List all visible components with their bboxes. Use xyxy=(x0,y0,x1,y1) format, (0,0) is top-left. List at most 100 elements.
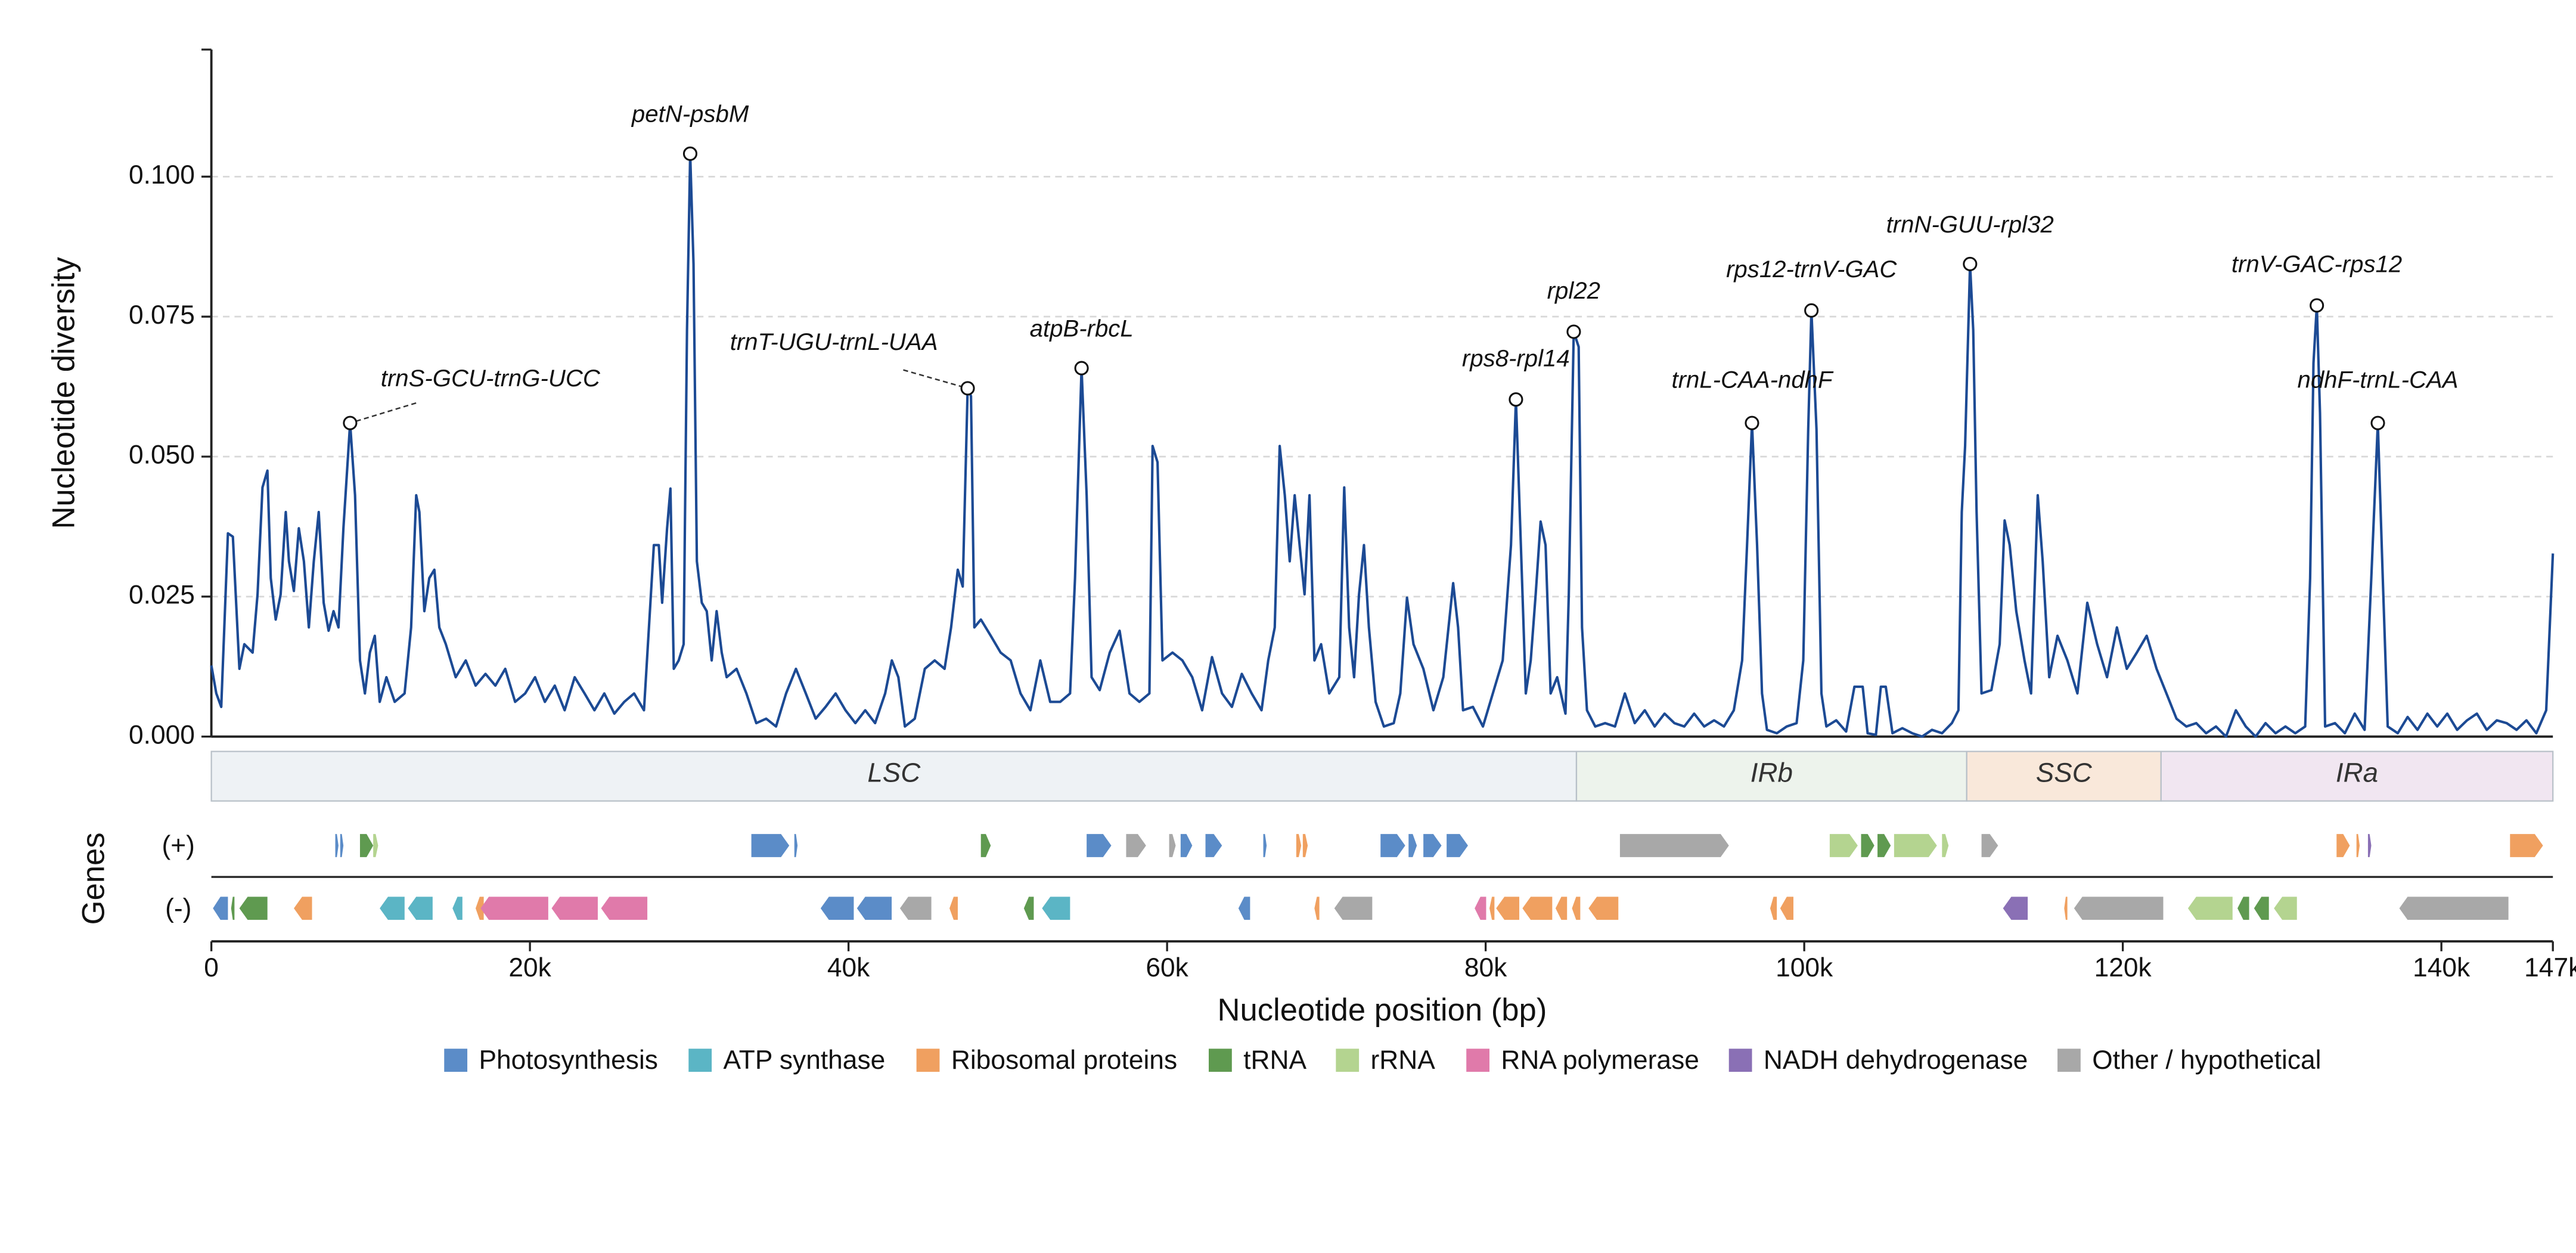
gene xyxy=(1408,834,1417,857)
peak-marker xyxy=(1509,392,1523,407)
gene xyxy=(2254,897,2269,920)
peak-marker xyxy=(1963,256,1978,271)
region xyxy=(2160,750,2554,802)
gene xyxy=(1302,834,1308,857)
peak-marker xyxy=(2370,415,2385,430)
legend-label: Ribosomal proteins xyxy=(951,1046,1177,1075)
gene xyxy=(1334,897,1373,920)
region xyxy=(210,750,1578,802)
annotation-leader xyxy=(350,402,417,424)
region-label: IRb xyxy=(1751,757,1793,787)
gene xyxy=(1314,897,1320,920)
annotation: trnL-CAA-ndhF xyxy=(1671,367,1834,393)
annotation: trnT-UGU-trnL-UAA xyxy=(730,328,938,355)
x-tick-label: 60k xyxy=(1146,953,1188,982)
gene xyxy=(820,897,854,920)
legend-swatch xyxy=(444,1049,468,1072)
peak-marker xyxy=(1074,361,1089,376)
gene xyxy=(1238,897,1250,920)
gene xyxy=(1205,834,1222,857)
gene xyxy=(452,897,463,920)
legend-label: RNA polymerase xyxy=(1501,1046,1699,1075)
y-tick-label: 0.000 xyxy=(129,720,195,749)
legend-label: tRNA xyxy=(1243,1046,1306,1075)
annotation: rps12-trnV-GAC xyxy=(1726,256,1897,283)
legend-label: Other / hypothetical xyxy=(2092,1046,2321,1075)
gene xyxy=(1572,897,1581,920)
gene xyxy=(1423,834,1442,857)
gene xyxy=(213,897,228,920)
region xyxy=(1575,750,1967,802)
gene xyxy=(1894,834,1937,857)
annotation: rpl22 xyxy=(1547,277,1600,304)
annotation: rps8-rpl14 xyxy=(1462,345,1570,372)
legend-label: ATP synthase xyxy=(723,1046,885,1075)
gene xyxy=(949,897,958,920)
legend-swatch xyxy=(688,1049,712,1072)
annotation-leader xyxy=(903,369,968,389)
legend-swatch xyxy=(1336,1049,1360,1072)
track-label: (-) xyxy=(165,894,191,923)
gene xyxy=(751,834,790,857)
gene xyxy=(1380,834,1405,857)
gene xyxy=(2074,897,2164,920)
gene xyxy=(1023,897,1034,920)
gene xyxy=(1496,897,1520,920)
legend-label: rRNA xyxy=(1371,1046,1436,1075)
peak-marker xyxy=(1745,415,1759,430)
peak-marker xyxy=(2310,298,2324,313)
x-tick-label: 120k xyxy=(2094,953,2152,982)
x-tick-label: 140k xyxy=(2413,953,2471,982)
x-tick-label: 0 xyxy=(204,953,219,982)
legend-label: NADH dehydrogenase xyxy=(1764,1046,2028,1075)
region xyxy=(1966,750,2162,802)
gene xyxy=(1981,834,1998,857)
annotation: trnS-GCU-trnG-UCC xyxy=(381,365,601,392)
gene xyxy=(294,897,312,920)
annotation: trnV-GAC-rps12 xyxy=(2232,251,2402,278)
gene xyxy=(1489,897,1495,920)
peak-marker xyxy=(682,146,698,161)
gene xyxy=(2003,897,2028,920)
x-tick-label: 100k xyxy=(1776,953,1833,982)
legend-swatch xyxy=(916,1049,940,1072)
y-tick-label: 0.025 xyxy=(129,581,195,610)
gene xyxy=(1042,897,1070,920)
gene xyxy=(480,897,548,920)
peak-marker xyxy=(1804,303,1819,318)
gene xyxy=(1296,834,1302,857)
annotation: petN-psbM xyxy=(631,101,749,128)
gene xyxy=(899,897,932,920)
gene xyxy=(1780,897,1793,920)
gene xyxy=(1126,834,1146,857)
diversity-line xyxy=(210,152,2555,738)
gene xyxy=(1475,897,1486,920)
region-label: LSC xyxy=(867,757,921,787)
peak-marker xyxy=(1566,324,1581,339)
region-label: SSC xyxy=(2036,757,2093,787)
gene xyxy=(239,897,268,920)
gene xyxy=(475,897,484,920)
y-axis-title: Nucleotide diversity xyxy=(46,257,82,529)
gene xyxy=(2187,897,2233,920)
gene xyxy=(1619,834,1729,857)
y-tick-label: 0.100 xyxy=(129,160,195,190)
gene xyxy=(856,897,892,920)
gene xyxy=(2367,834,2372,857)
gene xyxy=(1522,897,1553,920)
gene xyxy=(408,897,433,920)
y-tick-label: 0.075 xyxy=(129,300,195,330)
x-axis-title: Nucleotide position (bp) xyxy=(1217,993,1547,1028)
legend-label: Photosynthesis xyxy=(479,1046,658,1075)
legend-swatch xyxy=(1728,1049,1752,1072)
peak-marker xyxy=(343,415,358,430)
gene xyxy=(1263,834,1267,857)
gene xyxy=(2274,897,2297,920)
annotation: trnN-GUU-rpl32 xyxy=(1886,211,2054,238)
gene xyxy=(1588,897,1619,920)
gene xyxy=(2399,897,2509,920)
x-tick-label: 147k xyxy=(2524,953,2576,982)
